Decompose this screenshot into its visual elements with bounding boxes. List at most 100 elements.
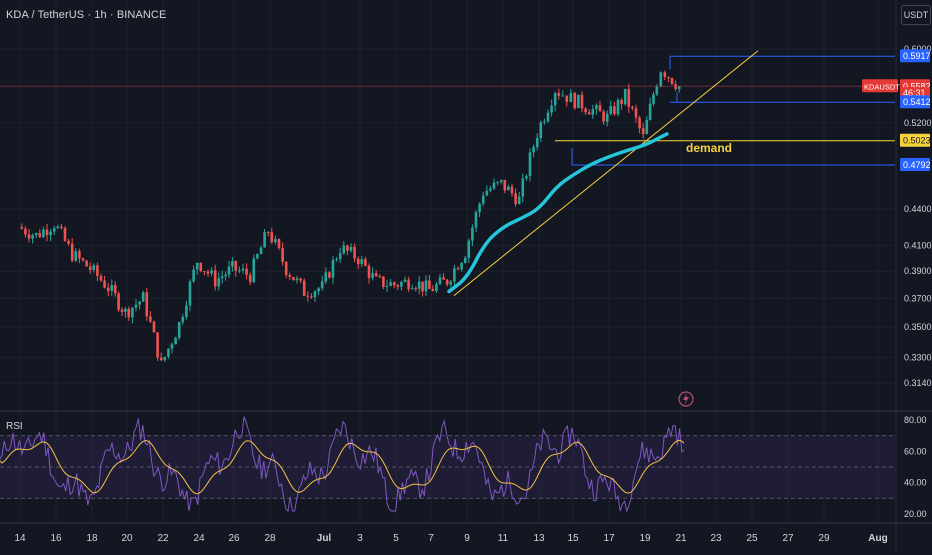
candle-body bbox=[302, 280, 306, 296]
candle-body bbox=[124, 308, 127, 312]
candle-body bbox=[638, 117, 641, 129]
candle-body bbox=[677, 86, 681, 89]
candle-body bbox=[31, 235, 34, 239]
time-tick-label: 20 bbox=[121, 533, 133, 544]
candle-body bbox=[134, 304, 138, 308]
candle-body bbox=[217, 278, 221, 287]
candle-body bbox=[199, 262, 203, 272]
candle-body bbox=[331, 259, 335, 278]
candle-body bbox=[63, 228, 67, 241]
candle-body bbox=[645, 119, 649, 135]
candle-body bbox=[499, 179, 503, 182]
candle-body bbox=[460, 262, 463, 270]
candle-body bbox=[167, 348, 170, 357]
rsi-tick-label: 20.00 bbox=[904, 509, 927, 519]
symbol-tag-text: KDAUSDT bbox=[864, 82, 900, 91]
time-tick-label: 15 bbox=[567, 533, 579, 544]
candle-body bbox=[546, 112, 550, 122]
candle-body bbox=[613, 106, 616, 115]
candle-body bbox=[213, 270, 217, 287]
candle-body bbox=[528, 152, 532, 177]
time-tick-label: 19 bbox=[639, 533, 651, 544]
candle-body bbox=[456, 268, 460, 270]
candle-body bbox=[400, 281, 403, 287]
candle-body bbox=[192, 269, 195, 282]
candle-body bbox=[227, 266, 231, 275]
candle-body bbox=[238, 270, 241, 272]
candle-body bbox=[49, 231, 52, 236]
candle-body bbox=[485, 190, 489, 196]
candle-body bbox=[335, 259, 338, 261]
candle-body bbox=[445, 279, 449, 285]
candle-body bbox=[252, 258, 256, 283]
candle-body bbox=[156, 332, 159, 358]
time-tick-label: 5 bbox=[393, 533, 399, 544]
candle-body bbox=[60, 226, 63, 229]
candle-body bbox=[356, 258, 360, 265]
candle-body bbox=[210, 270, 213, 274]
price-tag-text: 0.5023 bbox=[903, 136, 931, 146]
rsi-tick-label: 80.00 bbox=[904, 415, 927, 425]
candle-body bbox=[407, 279, 410, 290]
candle-body bbox=[106, 287, 110, 291]
candle-body bbox=[553, 93, 557, 106]
time-tick-label: Jul bbox=[317, 533, 332, 544]
candle-body bbox=[587, 112, 591, 115]
candle-body bbox=[580, 94, 584, 109]
candle-body bbox=[584, 108, 587, 113]
rsi-tick-label: 60.00 bbox=[904, 446, 927, 456]
price-tag-text: 0.4792 bbox=[903, 160, 931, 170]
candle-body bbox=[174, 337, 177, 345]
candle-body bbox=[648, 103, 652, 120]
candle-body bbox=[367, 265, 371, 278]
candle-body bbox=[595, 105, 598, 110]
time-tick-label: 9 bbox=[464, 533, 470, 544]
candle-body bbox=[623, 88, 627, 105]
time-tick-label: 26 bbox=[228, 533, 240, 544]
candle-body bbox=[577, 94, 580, 109]
candle-body bbox=[364, 259, 367, 266]
time-tick-label: 14 bbox=[14, 533, 26, 544]
candle-body bbox=[70, 243, 74, 261]
candle-body bbox=[471, 227, 474, 241]
candle-body bbox=[496, 181, 499, 183]
candle-body bbox=[203, 271, 206, 273]
price-tick-label: 0.5200 bbox=[904, 118, 932, 128]
candle-body bbox=[99, 276, 103, 281]
candle-body bbox=[241, 268, 245, 271]
candle-body bbox=[324, 272, 328, 282]
candle-body bbox=[543, 121, 546, 123]
candle-body bbox=[371, 273, 374, 278]
candle-body bbox=[428, 280, 431, 289]
candle-body bbox=[138, 301, 141, 305]
candle-body bbox=[670, 77, 674, 85]
candle-body bbox=[655, 86, 659, 95]
last-price-text: 0.5582 bbox=[903, 81, 931, 91]
candle-body bbox=[170, 344, 174, 349]
price-tick-label: 0.3300 bbox=[904, 352, 932, 362]
candle-body bbox=[281, 247, 284, 263]
price-tick-label: 0.3500 bbox=[904, 322, 932, 332]
candle-body bbox=[103, 280, 106, 288]
candle-body bbox=[431, 288, 435, 292]
candle-body bbox=[20, 226, 24, 229]
candle-body bbox=[185, 305, 188, 317]
candle-body bbox=[410, 288, 414, 290]
candle-body bbox=[220, 276, 224, 279]
candle-body bbox=[620, 99, 623, 105]
candle-body bbox=[224, 274, 227, 277]
currency-button[interactable]: USDT bbox=[901, 5, 931, 25]
candle-body bbox=[113, 285, 117, 294]
candle-body bbox=[277, 239, 281, 248]
candle-body bbox=[306, 295, 310, 297]
time-tick-label: 17 bbox=[603, 533, 615, 544]
candle-body bbox=[453, 268, 456, 282]
candle-body bbox=[152, 321, 156, 333]
candle-body bbox=[550, 105, 553, 113]
candle-body bbox=[45, 229, 49, 236]
time-tick-label: Aug bbox=[868, 533, 887, 544]
candle-body bbox=[92, 265, 96, 270]
candle-body bbox=[149, 316, 152, 322]
